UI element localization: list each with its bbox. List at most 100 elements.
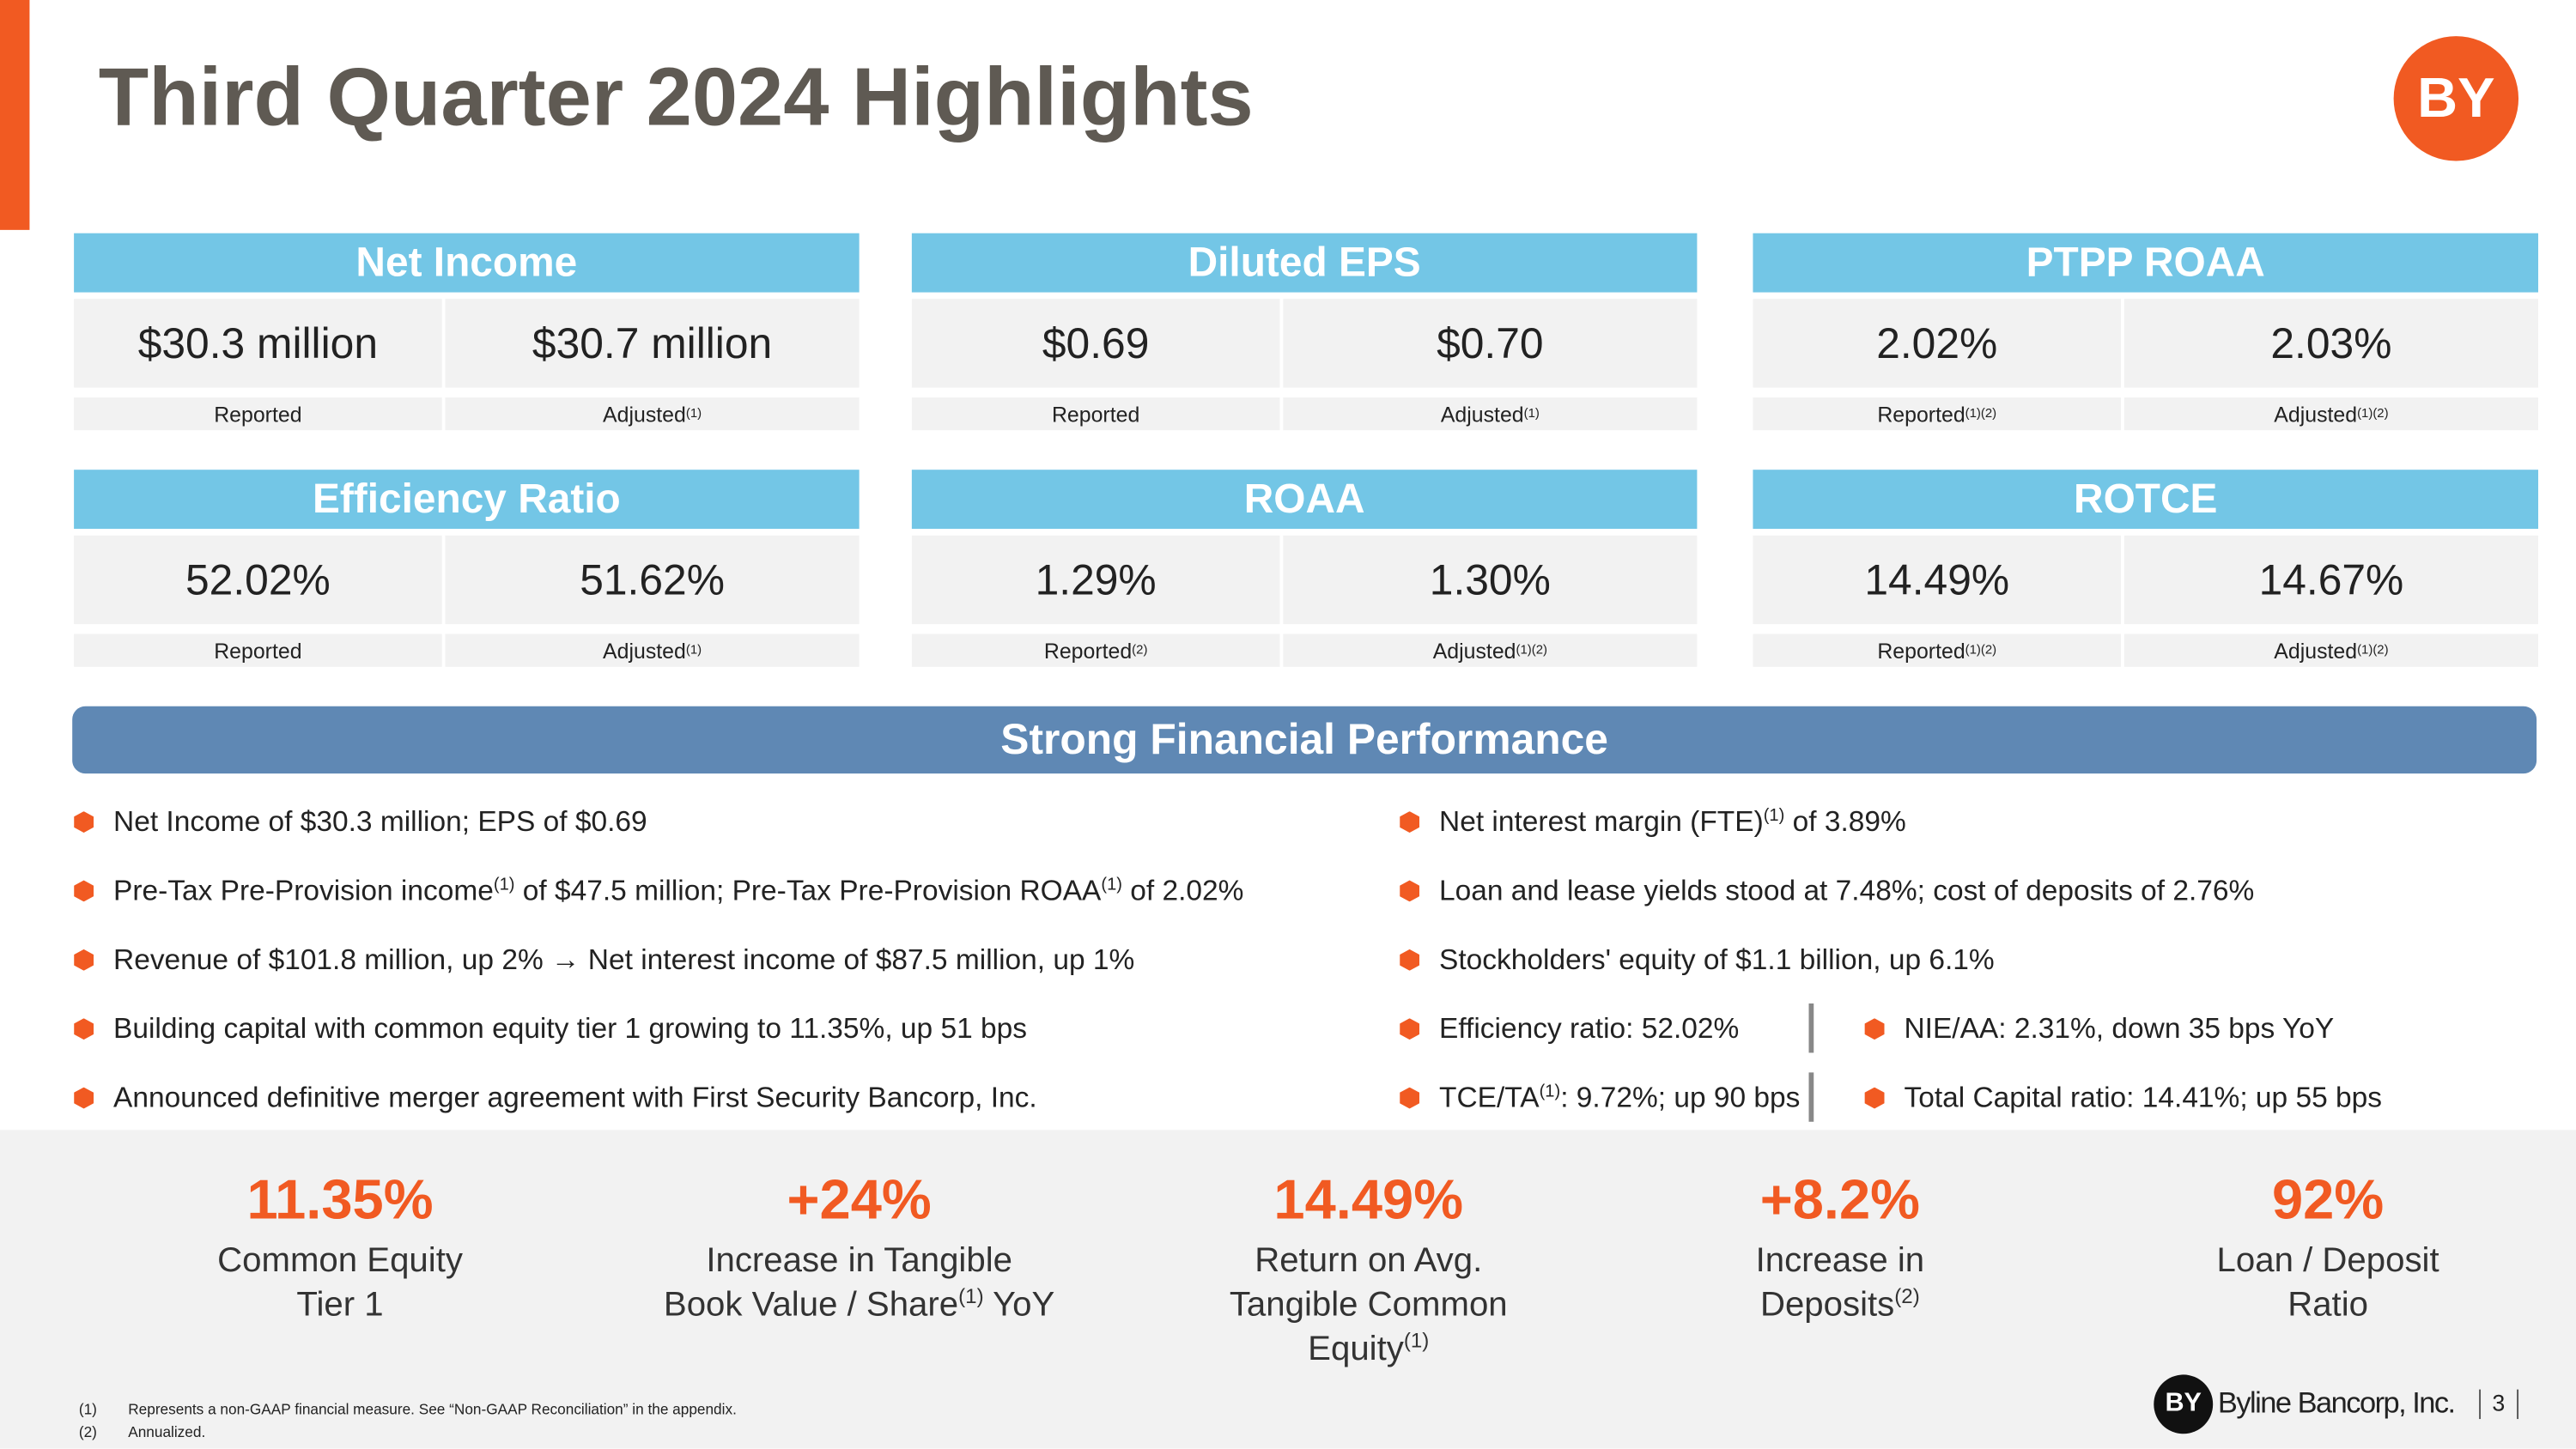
text: Stockholders' equity of $1.1 billion, up… <box>1439 943 1995 976</box>
accent-bar <box>0 0 30 230</box>
bullet-text: Building capital with common equity tier… <box>113 1009 1027 1048</box>
text: Increase in <box>1755 1241 1925 1280</box>
stat-label: Loan / Deposit <box>2081 1241 2574 1281</box>
metric-adjusted: 1.30% <box>1283 535 1698 625</box>
text: Building capital with common equity tier… <box>113 1011 1028 1045</box>
bullet-text: TCE/TA(1): 9.72%; up 90 bps <box>1439 1077 1800 1117</box>
logo: BY <box>2393 36 2519 161</box>
text: Reported <box>1877 401 1965 427</box>
metric-reported-label: Reported (1)(2) <box>1753 397 2122 431</box>
metric-header: Diluted EPS <box>911 233 1698 293</box>
metric-reported: 52.02% <box>74 535 442 625</box>
text: Reported <box>1043 638 1133 664</box>
text: Increase in Tangible <box>706 1241 1012 1280</box>
footnote-ref: (1) <box>958 1285 984 1308</box>
stat-label: Ratio <box>2081 1286 2574 1325</box>
text: Announced definitive merger agreement wi… <box>113 1080 1037 1114</box>
stat-label: Tier 1 <box>94 1286 586 1325</box>
metric-adjusted: $30.7 million <box>445 299 860 388</box>
stat-label: Return on Avg. <box>1122 1241 1615 1281</box>
stat-value: 14.49% <box>1273 1169 1464 1232</box>
text: of 2.02% <box>1121 873 1244 907</box>
stat-value: 92% <box>2271 1169 2385 1232</box>
stat-label: Increase in <box>1594 1241 2087 1281</box>
bullet-text: NIE/AA: 2.31%, down 35 bps YoY <box>1904 1009 2334 1048</box>
text: Total Capital ratio: 14.41%; up 55 bps <box>1904 1080 2383 1114</box>
text: Adjusted <box>603 401 686 427</box>
metric-reported-label: Reported <box>911 397 1280 431</box>
footnote-marker: (2) <box>78 1423 97 1440</box>
metric-reported: 2.02% <box>1753 299 2122 388</box>
metric-reported: 14.49% <box>1753 535 2122 625</box>
bullet-icon <box>1400 811 1420 834</box>
bullet-icon <box>1864 1018 1885 1040</box>
stat-value: +24% <box>787 1169 932 1232</box>
stat-label: Tangible Common <box>1122 1286 1615 1325</box>
separator <box>1808 1003 1814 1053</box>
footer-company: Byline Bancorp, Inc. <box>2217 1385 2456 1420</box>
text: Adjusted <box>1440 401 1524 427</box>
bullet-icon <box>74 1018 94 1040</box>
bullet-icon <box>1400 880 1420 902</box>
bullet-icon <box>74 1087 94 1109</box>
text: Return on Avg. <box>1255 1241 1483 1280</box>
footer-divider <box>2517 1389 2519 1420</box>
footnote-ref: (1) <box>1763 805 1785 826</box>
stat-label: Equity(1) <box>1122 1331 1615 1370</box>
separator <box>1808 1072 1814 1122</box>
metric-adjusted-label: Adjusted (1) <box>445 397 860 431</box>
stat-label: Book Value / Share(1) YoY <box>613 1286 1106 1325</box>
metric-reported: 1.29% <box>911 535 1280 625</box>
text: Efficiency ratio: 52.02% <box>1439 1011 1740 1045</box>
bullet-text: Revenue of $101.8 million, up 2% → Net i… <box>113 939 1134 979</box>
bullet-text: Efficiency ratio: 52.02% <box>1439 1009 1739 1048</box>
metric-adjusted: 51.62% <box>445 535 860 625</box>
metric-adjusted: 14.67% <box>2123 535 2539 625</box>
stat-label: Increase in Tangible <box>613 1241 1106 1281</box>
text: Net interest margin (FTE) <box>1439 804 1764 838</box>
bullet-text: Stockholders' equity of $1.1 billion, up… <box>1439 939 1995 979</box>
stats-panel <box>0 1130 2576 1449</box>
text: Common Equity <box>217 1241 463 1280</box>
text: Reported <box>1051 401 1140 427</box>
bullet-text: Net Income of $30.3 million; EPS of $0.6… <box>113 802 647 841</box>
text: Deposits <box>1759 1286 1895 1325</box>
page-number: 3 <box>2492 1389 2506 1416</box>
footnote-ref: (1) <box>1539 1082 1561 1102</box>
text: Loan and lease yields stood at 7.48%; co… <box>1439 873 2255 907</box>
footnote-marker: (1) <box>78 1401 97 1418</box>
text: Tier 1 <box>296 1286 384 1325</box>
metric-adjusted-label: Adjusted (1) <box>1283 397 1698 431</box>
metric-adjusted-label: Adjusted (1) <box>445 634 860 667</box>
text: Adjusted <box>1432 638 1516 664</box>
text: Tangible Common <box>1229 1286 1508 1325</box>
text: Adjusted <box>2274 638 2358 664</box>
section-banner: Strong Financial Performance <box>72 706 2537 774</box>
text: Pre-Tax Pre-Provision income <box>113 873 494 907</box>
bullet-icon <box>1400 949 1420 971</box>
text: TCE/TA <box>1439 1080 1540 1114</box>
stat-value: +8.2% <box>1759 1169 1920 1232</box>
text: Loan / Deposit <box>2216 1241 2439 1280</box>
stat-label: Deposits(2) <box>1594 1286 2087 1325</box>
metric-adjusted: 2.03% <box>2123 299 2539 388</box>
metric-adjusted-label: Adjusted (1)(2) <box>1283 634 1698 667</box>
text: Adjusted <box>2274 401 2358 427</box>
slide-title: Third Quarter 2024 Highlights <box>98 51 1254 143</box>
footnote-ref: (2) <box>1894 1285 1920 1308</box>
metric-reported-label: Reported <box>74 634 442 667</box>
bullet-icon <box>1864 1087 1885 1109</box>
text: Book Value / Share <box>663 1286 959 1325</box>
metric-reported-label: Reported <box>74 397 442 431</box>
bullet-icon <box>1400 1087 1420 1109</box>
text: Adjusted <box>603 638 686 664</box>
metric-adjusted: $0.70 <box>1283 299 1698 388</box>
text: : 9.72%; up 90 bps <box>1560 1080 1801 1114</box>
text: NIE/AA: 2.31%, down 35 bps YoY <box>1904 1011 2335 1045</box>
text: of 3.89% <box>1784 804 1906 838</box>
text: Reported <box>214 401 302 427</box>
footnote-text: Annualized. <box>128 1423 206 1440</box>
bullet-text: Loan and lease yields stood at 7.48%; co… <box>1439 870 2254 910</box>
